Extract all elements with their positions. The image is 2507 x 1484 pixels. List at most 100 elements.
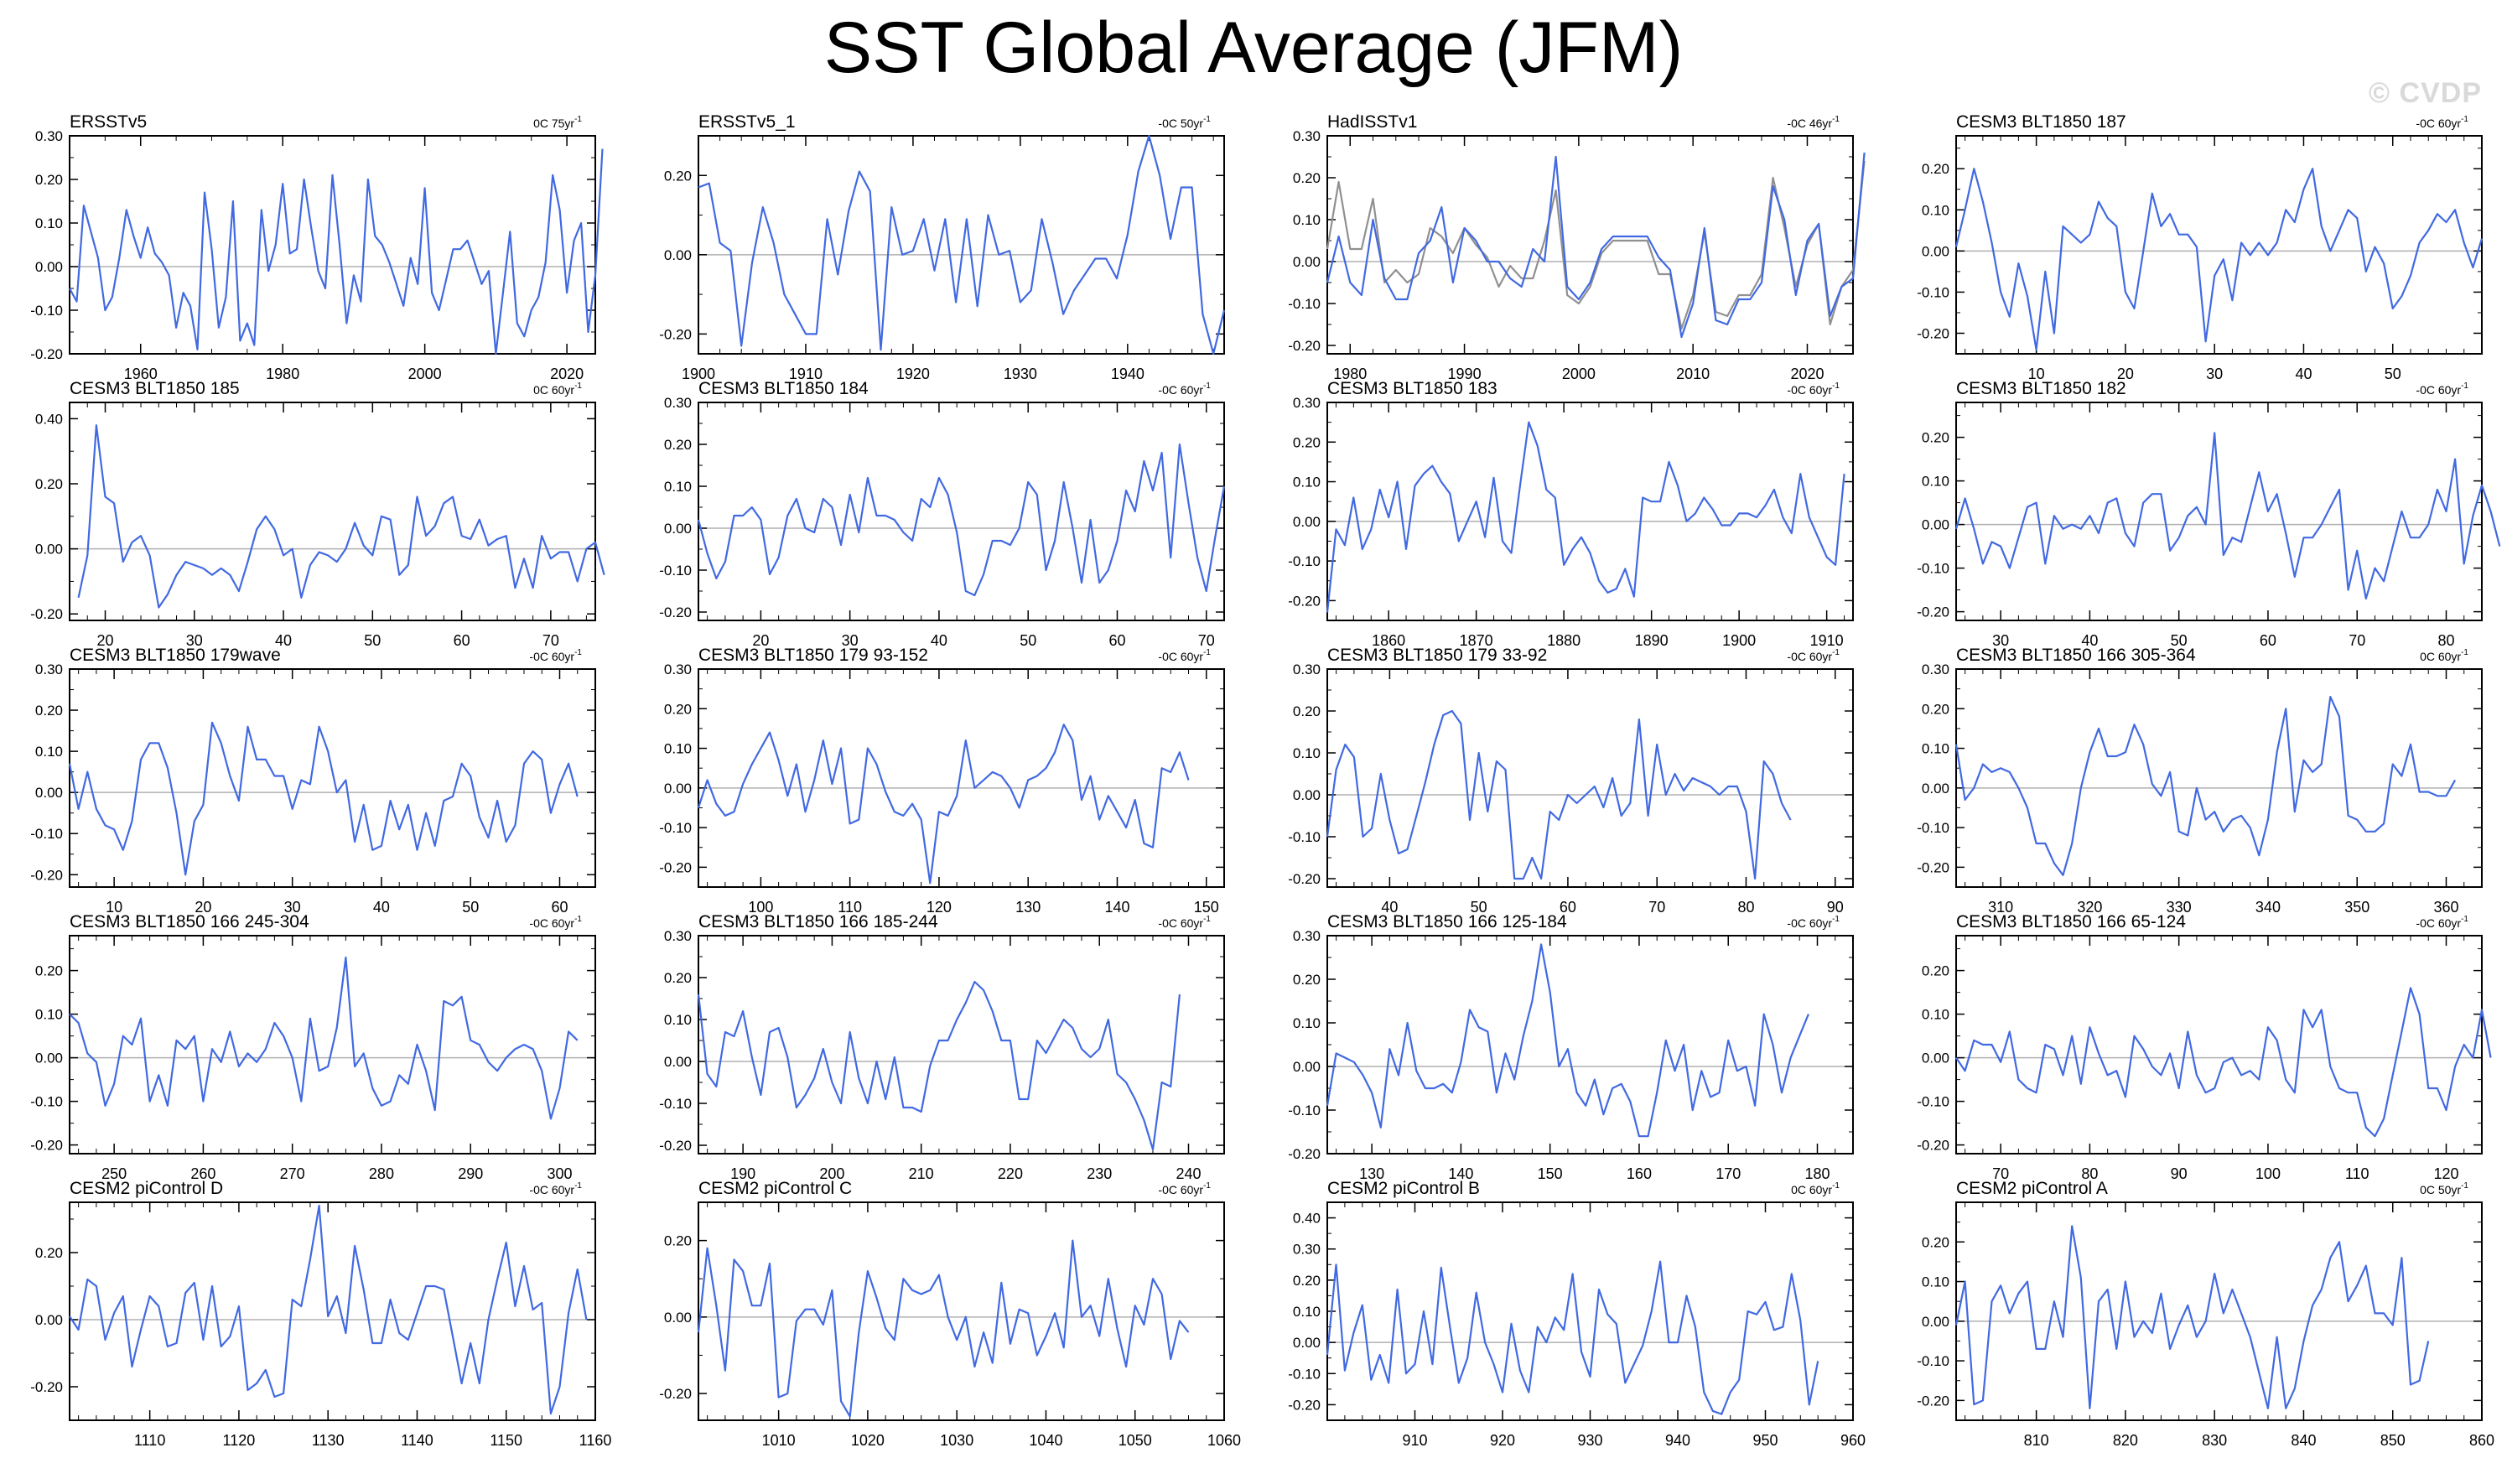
panel-title: CESM3 BLT1850 179wave <box>70 646 281 665</box>
xtick-label: 1930 <box>1004 366 1037 382</box>
trend-exponent: -1 <box>574 1181 582 1191</box>
ytick-label: 0.10 <box>1922 1007 1949 1023</box>
xtick-label: 150 <box>1538 1165 1563 1182</box>
series-line-cesm2-picontrol-b <box>1326 1260 1819 1415</box>
series-line-ersstv5 <box>69 148 604 355</box>
xtick-label: 80 <box>2437 632 2454 649</box>
series-line-cesm2-picontrol-d <box>69 1204 588 1415</box>
ytick-label: -0.20 <box>30 606 63 622</box>
xtick-label: 20 <box>195 899 211 916</box>
xtick-label: 180 <box>1804 1165 1830 1182</box>
series-line-cesm2-picontrol-a <box>1954 1225 2430 1409</box>
trend-exponent: -1 <box>574 648 582 657</box>
chart-panel-2: ERSSTv5_1 -0C 50yr-1 -0.20 0.00 0.20 1900 1910… <box>659 112 1226 382</box>
trend-exponent: -1 <box>1832 1181 1840 1191</box>
xtick-label: 140 <box>1104 899 1129 916</box>
xtick-label: 170 <box>1715 1165 1741 1182</box>
xtick-label: 330 <box>2167 899 2192 916</box>
series-line-ersstv5 <box>1326 160 1866 330</box>
xtick-label: 2010 <box>1676 366 1710 382</box>
trend-exponent: -1 <box>1832 381 1840 391</box>
ytick-label: 0.10 <box>1922 741 1949 757</box>
panel-title: CESM3 BLT1850 166 125-184 <box>1327 912 1567 931</box>
xtick-label: 290 <box>458 1165 483 1182</box>
ytick-label: 0.10 <box>1293 1304 1321 1320</box>
xtick-label: 1050 <box>1119 1432 1152 1449</box>
trend-exponent: -1 <box>2461 115 2468 124</box>
xtick-label: 190 <box>730 1165 755 1182</box>
xtick-label: 910 <box>1402 1432 1427 1449</box>
ytick-label: 0.20 <box>1922 963 1949 979</box>
plot-frame <box>1955 402 2483 621</box>
ytick-label: 0.00 <box>35 1312 63 1328</box>
ytick-label: 0.00 <box>1922 1051 1949 1066</box>
xtick-label: 160 <box>1627 1165 1652 1182</box>
xtick-label: 1880 <box>1547 632 1580 649</box>
chart-panel-12: CESM3 BLT1850 166 305-364 0C 60yr-1 -0.20 -… <box>1917 646 2483 916</box>
series-line-hadisstv1 <box>1326 152 1866 339</box>
xtick-label: 20 <box>96 632 113 649</box>
ytick-label: 0.30 <box>1293 128 1321 144</box>
ytick-label: 0.10 <box>1922 474 1949 490</box>
plot-frame <box>1955 1201 2483 1421</box>
trend-exponent: -1 <box>2461 915 2468 924</box>
xtick-label: 2020 <box>1790 366 1824 382</box>
ytick-label: 0.20 <box>35 963 63 979</box>
plot-frame <box>1326 1201 1854 1421</box>
xtick-label: 50 <box>364 632 381 649</box>
ytick-label: 0.20 <box>664 168 692 184</box>
ytick-label: 0.10 <box>1293 212 1321 228</box>
xtick-label: 1860 <box>1372 632 1405 649</box>
ytick-label: 0.00 <box>35 259 63 275</box>
chart-panel-17: CESM2 piControl D -0C 60yr-1 -0.20 0.00 0.20… <box>30 1179 611 1449</box>
series-line-cesm3-blt1850-179wave <box>68 721 579 876</box>
ytick-label: 0.10 <box>1293 475 1321 490</box>
plot-frame <box>69 402 596 621</box>
panel-title: CESM3 BLT1850 184 <box>698 379 869 398</box>
xtick-label: 200 <box>819 1165 844 1182</box>
series-line-cesm3-blt1850-184 <box>697 443 1226 597</box>
xtick-label: 50 <box>2385 366 2401 382</box>
series-line-cesm3-blt1850-185 <box>77 424 605 609</box>
xtick-label: 20 <box>2117 366 2134 382</box>
chart-panel-7: CESM3 BLT1850 183 -0C 60yr-1 -0.20 -0.10 0.0… <box>1288 379 1854 649</box>
xtick-label: 270 <box>280 1165 305 1182</box>
chart-panel-9: CESM3 BLT1850 179wave -0C 60yr-1 -0.20 -0.1… <box>30 646 596 916</box>
ytick-label: 0.00 <box>664 521 692 537</box>
xtick-label: 1900 <box>1722 632 1756 649</box>
xtick-label: 100 <box>748 899 773 916</box>
plot-frame <box>698 668 1225 888</box>
trend-exponent: -1 <box>1832 915 1840 924</box>
plot-frame <box>1326 402 1854 621</box>
xtick-label: 360 <box>2433 899 2458 916</box>
xtick-label: 220 <box>998 1165 1023 1182</box>
ytick-label: 0.40 <box>35 411 63 427</box>
chart-panel-20: CESM2 piControl A 0C 50yr-1 -0.20 -0.10 0.00… <box>1917 1179 2494 1449</box>
ytick-label: 0.20 <box>35 1245 63 1261</box>
trend-exponent: -1 <box>574 381 582 391</box>
ytick-label: -0.20 <box>1288 593 1321 609</box>
panel-trend-label: -0C 60yr-1 <box>1158 648 1211 663</box>
xtick-label: 840 <box>2291 1432 2316 1449</box>
ytick-label: 0.20 <box>35 476 63 492</box>
ytick-label: 0.00 <box>1293 1059 1321 1075</box>
plot-frame <box>1326 668 1854 888</box>
chart-panel-18: CESM2 piControl C -0C 60yr-1 -0.20 0.00 0.20… <box>659 1179 1241 1449</box>
xtick-label: 1140 <box>401 1432 433 1449</box>
cvdp-watermark: © CVDP <box>2369 77 2482 109</box>
xtick-label: 1940 <box>1111 366 1144 382</box>
xtick-label: 1060 <box>1207 1432 1241 1449</box>
ytick-label: 0.00 <box>35 542 63 558</box>
ytick-label: 0.00 <box>664 1310 692 1326</box>
series-line-cesm3-blt1850-166-65-124 <box>1955 987 2492 1138</box>
ytick-label: -0.20 <box>1917 325 1949 341</box>
xtick-label: 950 <box>1752 1432 1778 1449</box>
panel-title: CESM2 piControl B <box>1327 1179 1480 1198</box>
xtick-label: 110 <box>838 899 862 916</box>
panel-trend-label: -0C 60yr-1 <box>2416 381 2468 397</box>
panel-title: CESM3 BLT1850 179 93-152 <box>698 646 928 665</box>
xtick-label: 1910 <box>1810 632 1844 649</box>
ytick-label: -0.20 <box>659 1386 692 1402</box>
chart-panel-16: CESM3 BLT1850 166 65-124 -0C 60yr-1 -0.20 -… <box>1917 912 2492 1182</box>
